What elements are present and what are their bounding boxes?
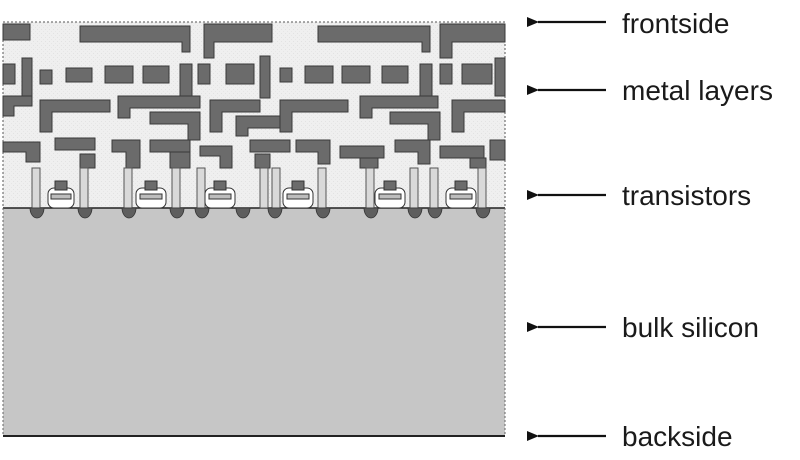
label-backside: backside [622,421,733,452]
label-frontside: frontside [622,8,730,39]
transistor-row [29,167,491,219]
gate-stacks [47,180,477,209]
metal-layer-top [2,23,506,59]
label-bulk-silicon: bulk silicon [622,312,759,343]
bulk-silicon-region [3,208,505,436]
pointer-arrows [527,17,606,441]
label-metal-layers: metal layers [622,75,773,106]
contact-vias [31,167,487,209]
diffusion-wells [29,207,491,219]
metal-layer-4 [2,137,506,169]
label-transistors: transistors [622,180,752,211]
metal-layer-3 [2,95,506,141]
